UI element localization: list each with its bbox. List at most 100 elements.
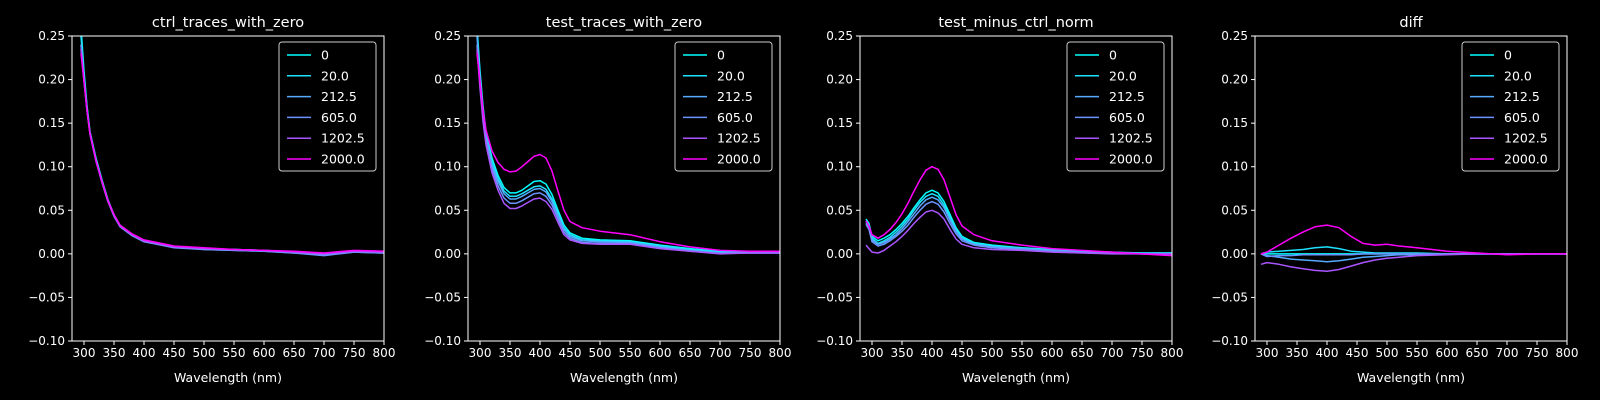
y-tick-label: 0.10 xyxy=(38,160,65,174)
legend-entry-label: 212.5 xyxy=(1504,89,1540,104)
legend-entry-label: 2000.0 xyxy=(1504,152,1548,167)
x-axis-label: Wavelength (nm) xyxy=(962,370,1070,385)
y-tick-label: 0.15 xyxy=(434,116,461,130)
y-tick-label: 0.20 xyxy=(434,73,461,87)
x-tick-label: 300 xyxy=(1256,346,1279,360)
series-line-20.0 xyxy=(476,36,780,253)
legend-entry-label: 1202.5 xyxy=(1504,131,1548,146)
x-tick-label: 700 xyxy=(1496,346,1519,360)
x-tick-label: 450 xyxy=(1346,346,1369,360)
x-tick-label: 500 xyxy=(1376,346,1399,360)
x-axis-label: Wavelength (nm) xyxy=(570,370,678,385)
x-tick-label: 750 xyxy=(1526,346,1549,360)
series-line-0 xyxy=(476,36,780,253)
x-tick-label: 400 xyxy=(921,346,944,360)
legend-entry-label: 1202.5 xyxy=(717,131,761,146)
x-tick-label: 350 xyxy=(1286,346,1309,360)
x-tick-label: 500 xyxy=(193,346,216,360)
x-tick-label: 350 xyxy=(103,346,126,360)
legend-entry-label: 1202.5 xyxy=(1109,131,1153,146)
series-line-2000.0 xyxy=(865,165,1172,257)
series-line-0 xyxy=(865,189,1172,254)
x-tick-label: 350 xyxy=(891,346,914,360)
y-tick-label: 0.00 xyxy=(826,247,853,261)
series-lines xyxy=(1260,224,1567,273)
legend-entry-label: 20.0 xyxy=(717,68,745,83)
y-tick-label: 0.25 xyxy=(826,29,853,43)
legend: 0 20.0 212.5 605.0 1202.5 2000.0 xyxy=(674,41,773,172)
legend-entry-label: 605.0 xyxy=(717,110,753,125)
y-tick-label: 0.15 xyxy=(38,116,65,130)
x-tick-label: 300 xyxy=(469,346,492,360)
x-tick-label: 550 xyxy=(619,346,642,360)
x-tick-label: 450 xyxy=(951,346,974,360)
y-tick-label: −0.05 xyxy=(28,290,65,304)
x-tick-label: 400 xyxy=(1316,346,1339,360)
y-tick-label: −0.10 xyxy=(1211,334,1248,348)
y-tick-label: 0.00 xyxy=(38,247,65,261)
chart-title: test_minus_ctrl_norm xyxy=(938,15,1093,31)
y-tick-label: −0.10 xyxy=(816,334,853,348)
y-tick-label: 0.20 xyxy=(826,73,853,87)
y-tick-label: 0.15 xyxy=(1221,116,1248,130)
legend-entry-label: 605.0 xyxy=(1504,110,1540,125)
series-line-2000.0 xyxy=(1260,224,1567,256)
x-tick-label: 450 xyxy=(559,346,582,360)
y-tick-label: 0.00 xyxy=(1221,247,1248,261)
y-tick-label: 0.10 xyxy=(826,160,853,174)
y-tick-label: 0.05 xyxy=(826,203,853,217)
x-tick-label: 600 xyxy=(1436,346,1459,360)
legend-entry-label: 0 xyxy=(1109,48,1117,63)
chart-title: test_traces_with_zero xyxy=(546,15,703,31)
series-line-1202.5 xyxy=(1260,253,1567,273)
y-tick-label: 0.00 xyxy=(434,247,461,261)
x-tick-label: 500 xyxy=(589,346,612,360)
y-tick-label: −0.10 xyxy=(424,334,461,348)
x-tick-label: 600 xyxy=(253,346,276,360)
series-lines xyxy=(476,36,780,255)
y-tick-label: −0.05 xyxy=(1211,290,1248,304)
legend-entry-label: 2000.0 xyxy=(1109,152,1153,167)
x-axis-label: Wavelength (nm) xyxy=(1357,370,1465,385)
series-line-1202.5 xyxy=(865,209,1172,255)
x-tick-label: 400 xyxy=(133,346,156,360)
y-tick-label: 0.20 xyxy=(1221,73,1248,87)
x-tick-label: 650 xyxy=(1466,346,1489,360)
x-axis-label: Wavelength (nm) xyxy=(174,370,282,385)
series-lines xyxy=(80,36,384,257)
x-tick-label: 700 xyxy=(1101,346,1124,360)
y-tick-label: 0.10 xyxy=(434,160,461,174)
y-tick-label: 0.25 xyxy=(38,29,65,43)
legend-entry-label: 0 xyxy=(321,48,329,63)
series-line-212.5 xyxy=(865,196,1172,255)
x-tick-label: 650 xyxy=(283,346,306,360)
x-tick-label: 600 xyxy=(1041,346,1064,360)
chart-title: ctrl_traces_with_zero xyxy=(152,15,304,31)
chart-panel-1: 300 350 400 450 500 550 600 650 700 750 800 −0.10 −0… xyxy=(28,15,395,385)
series-line-212.5 xyxy=(476,36,780,254)
chart-title: diff xyxy=(1399,15,1423,31)
legend-entry-label: 0 xyxy=(717,48,725,63)
x-tick-label: 650 xyxy=(1071,346,1094,360)
legend: 0 20.0 212.5 605.0 1202.5 2000.0 xyxy=(1461,41,1560,172)
legend-entry-label: 1202.5 xyxy=(321,131,365,146)
legend-entry-label: 605.0 xyxy=(321,110,357,125)
x-tick-label: 300 xyxy=(861,346,884,360)
x-tick-label: 300 xyxy=(73,346,96,360)
axes-frame xyxy=(1254,35,1568,342)
legend-entry-label: 20.0 xyxy=(1504,68,1532,83)
legend: 0 20.0 212.5 605.0 1202.5 2000.0 xyxy=(278,41,377,172)
legend-entry-label: 2000.0 xyxy=(321,152,365,167)
y-tick-label: 0.15 xyxy=(826,116,853,130)
x-tick-label: 750 xyxy=(1131,346,1154,360)
y-tick-label: −0.05 xyxy=(424,290,461,304)
axes-frame xyxy=(859,35,1173,342)
y-tick-label: 0.25 xyxy=(434,29,461,43)
x-tick-label: 750 xyxy=(739,346,762,360)
series-line-1202.5 xyxy=(476,49,780,255)
legend-entry-label: 605.0 xyxy=(1109,110,1145,125)
x-tick-label: 550 xyxy=(223,346,246,360)
x-tick-label: 800 xyxy=(769,346,792,360)
x-tick-label: 550 xyxy=(1406,346,1429,360)
legend-entry-label: 20.0 xyxy=(321,68,349,83)
